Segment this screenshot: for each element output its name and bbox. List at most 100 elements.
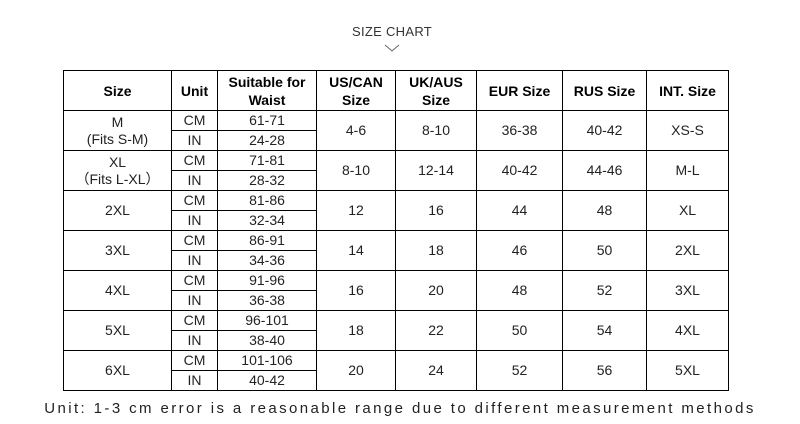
cell-text: 3XL — [675, 282, 700, 298]
unit-cell: IN — [171, 370, 218, 391]
unit-cell: IN — [171, 290, 218, 311]
unit-cell: CM — [171, 190, 218, 211]
cell-text: CM — [183, 272, 206, 288]
size-cell: 5XL — [63, 310, 172, 351]
cell-text: 22 — [428, 322, 444, 338]
cell-text: 61-71 — [249, 112, 285, 128]
uk-cell: 20 — [395, 270, 477, 311]
cell-text: 6XL — [105, 362, 130, 378]
unit-cell: CM — [171, 270, 218, 291]
cell-text: IN — [187, 212, 202, 228]
unit-cell: CM — [171, 150, 218, 171]
cell-text: 101-106 — [241, 352, 293, 368]
cell-text: 96-101 — [245, 312, 289, 328]
cell-text: 5XL — [675, 362, 700, 378]
cell-text: 56 — [596, 362, 613, 378]
cell-text: 48 — [511, 282, 528, 298]
cell-text: 20 — [348, 362, 364, 378]
uk-cell: 18 — [395, 230, 477, 271]
cell-text: IN — [187, 292, 202, 308]
cell-text: CM — [183, 352, 206, 368]
waist-cell: 36-38 — [217, 290, 317, 311]
eur-cell: 50 — [476, 310, 563, 351]
rus-cell: 56 — [562, 350, 647, 391]
cell-text: 40-42 — [501, 162, 538, 178]
unit-cell: IN — [171, 130, 218, 151]
cell-text: 18 — [348, 322, 364, 338]
cell-text: 12 — [348, 202, 364, 218]
waist-cell: 24-28 — [217, 130, 317, 151]
us-cell: 18 — [316, 310, 396, 351]
cell-text: CM — [183, 312, 206, 328]
footnote: Unit: 1-3 cm error is a reasonable range… — [44, 400, 756, 417]
waist-cell: 61-71 — [217, 110, 317, 131]
cell-text: 4XL — [675, 322, 700, 338]
waist-cell: 91-96 — [217, 270, 317, 291]
cell-text: XS-S — [671, 122, 704, 138]
cell-text: 8-10 — [341, 162, 371, 178]
unit-cell: IN — [171, 170, 218, 191]
int-cell: XS-S — [646, 110, 729, 151]
size-cell: 4XL — [63, 270, 172, 311]
cell-text: CM — [183, 152, 206, 168]
uk-cell: 12-14 — [395, 150, 477, 191]
header-cell: Unit — [171, 70, 218, 111]
cell-text: 4-6 — [345, 122, 367, 138]
int-cell: 5XL — [646, 350, 729, 391]
cell-text: 81-86 — [249, 192, 285, 208]
uk-cell: 16 — [395, 190, 477, 231]
int-cell: M-L — [646, 150, 729, 191]
cell-text: Suitable for Waist — [228, 73, 306, 108]
cell-text: CM — [183, 112, 206, 128]
cell-text: 24-28 — [249, 132, 285, 148]
cell-text: 52 — [511, 362, 528, 378]
cell-text: 50 — [596, 242, 613, 258]
size-cell: 3XL — [63, 230, 172, 271]
cell-text: 2XL — [105, 202, 130, 218]
cell-text: 34-36 — [249, 252, 285, 268]
us-cell: 20 — [316, 350, 396, 391]
cell-text: 40-42 — [586, 122, 623, 138]
title: SIZE CHART — [351, 24, 433, 39]
waist-cell: 71-81 — [217, 150, 317, 171]
cell-text: 44-46 — [586, 162, 623, 178]
cell-text: 86-91 — [249, 232, 285, 248]
cell-text: 50 — [511, 322, 528, 338]
cell-text: 24 — [428, 362, 444, 378]
int-cell: XL — [646, 190, 729, 231]
us-cell: 14 — [316, 230, 396, 271]
waist-cell: 38-40 — [217, 330, 317, 351]
cell-text: 44 — [511, 202, 528, 218]
cell-text: Unit — [180, 82, 209, 99]
unit-cell: CM — [171, 110, 218, 131]
us-cell: 4-6 — [316, 110, 396, 151]
eur-cell: 44 — [476, 190, 563, 231]
cell-text: 16 — [428, 202, 444, 218]
header-cell: US/CAN Size — [316, 70, 396, 111]
cell-text: 18 — [428, 242, 444, 258]
unit-cell: IN — [171, 250, 218, 271]
header-cell: UK/AUS Size — [395, 70, 477, 111]
rus-cell: 44-46 — [562, 150, 647, 191]
header-cell: INT. Size — [646, 70, 729, 111]
header-cell: Suitable for Waist — [217, 70, 317, 111]
cell-text: IN — [187, 372, 202, 388]
us-cell: 8-10 — [316, 150, 396, 191]
rus-cell: 52 — [562, 270, 647, 311]
rus-cell: 40-42 — [562, 110, 647, 151]
waist-cell: 40-42 — [217, 370, 317, 391]
cell-text: IN — [187, 132, 202, 148]
cell-text: 5XL — [105, 322, 130, 338]
rus-cell: 54 — [562, 310, 647, 351]
cell-text: 4XL — [105, 282, 130, 298]
cell-text: 40-42 — [249, 372, 285, 388]
cell-text: M-L — [675, 162, 700, 178]
cell-text: (Fits S-M) — [86, 130, 149, 147]
header-cell: Size — [63, 70, 172, 111]
waist-cell: 34-36 — [217, 250, 317, 271]
cell-text: 36-38 — [249, 292, 285, 308]
eur-cell: 36-38 — [476, 110, 563, 151]
cell-text: 36-38 — [501, 122, 538, 138]
int-cell: 2XL — [646, 230, 729, 271]
